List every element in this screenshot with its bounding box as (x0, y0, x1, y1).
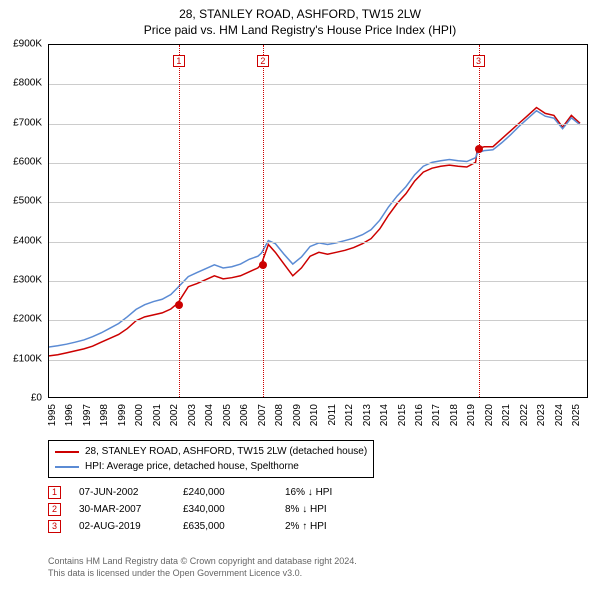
series-line-0 (49, 108, 580, 356)
x-tick-label: 2020 (484, 404, 495, 426)
x-tick-label: 2019 (466, 404, 477, 426)
y-tick-label: £100K (0, 353, 42, 364)
x-tick-label: 1995 (47, 404, 58, 426)
x-tick-label: 2003 (187, 404, 198, 426)
x-tick-label: 1999 (117, 404, 128, 426)
gridline-y (49, 202, 587, 203)
y-tick-label: £200K (0, 314, 42, 325)
gridline-y (49, 281, 587, 282)
event-price: £340,000 (183, 504, 267, 515)
x-tick-label: 2005 (222, 404, 233, 426)
x-tick-label: 2025 (571, 404, 582, 426)
x-tick-label: 1998 (99, 404, 110, 426)
marker-line-3 (479, 45, 480, 397)
y-tick-label: £300K (0, 275, 42, 286)
event-row: 2 30-MAR-2007 £340,000 8% ↓ HPI (48, 503, 375, 516)
gridline-y (49, 320, 587, 321)
footer-line2: This data is licensed under the Open Gov… (48, 568, 357, 580)
y-tick-label: £900K (0, 39, 42, 50)
gridline-y (49, 242, 587, 243)
x-tick-label: 2013 (362, 404, 373, 426)
event-date: 02-AUG-2019 (79, 521, 165, 532)
event-pct: 16% ↓ HPI (285, 487, 375, 498)
gridline-y (49, 124, 587, 125)
x-tick-label: 2022 (519, 404, 530, 426)
x-tick-label: 2024 (554, 404, 565, 426)
chart-title-line1: 28, STANLEY ROAD, ASHFORD, TW15 2LW (0, 6, 600, 22)
event-pct: 2% ↑ HPI (285, 521, 375, 532)
legend-row: HPI: Average price, detached house, Spel… (55, 459, 367, 474)
x-tick-label: 2009 (292, 404, 303, 426)
marker-line-2 (263, 45, 264, 397)
y-tick-label: £700K (0, 117, 42, 128)
event-date: 07-JUN-2002 (79, 487, 165, 498)
marker-box-1: 1 (173, 55, 185, 67)
legend-label: HPI: Average price, detached house, Spel… (85, 459, 299, 474)
event-row: 3 02-AUG-2019 £635,000 2% ↑ HPI (48, 520, 375, 533)
event-id-box: 3 (48, 520, 61, 533)
legend-box: 28, STANLEY ROAD, ASHFORD, TW15 2LW (det… (48, 440, 374, 478)
legend-label: 28, STANLEY ROAD, ASHFORD, TW15 2LW (det… (85, 444, 367, 459)
y-tick-label: £400K (0, 235, 42, 246)
x-tick-label: 2015 (397, 404, 408, 426)
footer-attribution: Contains HM Land Registry data © Crown c… (48, 556, 357, 579)
x-tick-label: 2012 (344, 404, 355, 426)
legend-swatch (55, 466, 79, 468)
events-table: 1 07-JUN-2002 £240,000 16% ↓ HPI 2 30-MAR-200… (48, 482, 375, 537)
gridline-y (49, 163, 587, 164)
x-tick-label: 2010 (309, 404, 320, 426)
x-tick-label: 2006 (239, 404, 250, 426)
event-id-box: 2 (48, 503, 61, 516)
event-row: 1 07-JUN-2002 £240,000 16% ↓ HPI (48, 486, 375, 499)
x-tick-label: 1996 (64, 404, 75, 426)
x-tick-label: 2001 (152, 404, 163, 426)
legend-swatch (55, 451, 79, 453)
x-tick-label: 2002 (169, 404, 180, 426)
x-tick-label: 2007 (257, 404, 268, 426)
marker-box-3: 3 (473, 55, 485, 67)
x-tick-label: 2021 (501, 404, 512, 426)
x-tick-label: 2000 (134, 404, 145, 426)
marker-dot-1 (175, 301, 183, 309)
event-id-box: 1 (48, 486, 61, 499)
event-pct: 8% ↓ HPI (285, 504, 375, 515)
y-tick-label: £0 (0, 393, 42, 404)
legend-row: 28, STANLEY ROAD, ASHFORD, TW15 2LW (det… (55, 444, 367, 459)
event-price: £635,000 (183, 521, 267, 532)
event-price: £240,000 (183, 487, 267, 498)
chart-plot-area: 1 2 3 (48, 44, 588, 398)
x-tick-label: 2008 (274, 404, 285, 426)
event-date: 30-MAR-2007 (79, 504, 165, 515)
marker-dot-2 (259, 261, 267, 269)
marker-box-2: 2 (257, 55, 269, 67)
x-tick-label: 2014 (379, 404, 390, 426)
marker-dot-3 (475, 145, 483, 153)
x-tick-label: 2017 (431, 404, 442, 426)
chart-title-line2: Price paid vs. HM Land Registry's House … (0, 22, 600, 38)
x-tick-label: 1997 (82, 404, 93, 426)
y-tick-label: £600K (0, 157, 42, 168)
footer-line1: Contains HM Land Registry data © Crown c… (48, 556, 357, 568)
chart-lines-svg (49, 45, 587, 397)
y-tick-label: £800K (0, 78, 42, 89)
series-line-1 (49, 111, 580, 347)
x-tick-label: 2023 (536, 404, 547, 426)
x-tick-label: 2004 (204, 404, 215, 426)
y-tick-label: £500K (0, 196, 42, 207)
marker-line-1 (179, 45, 180, 397)
gridline-y (49, 84, 587, 85)
x-tick-label: 2011 (327, 404, 338, 426)
x-tick-label: 2018 (449, 404, 460, 426)
x-tick-label: 2016 (414, 404, 425, 426)
gridline-y (49, 360, 587, 361)
